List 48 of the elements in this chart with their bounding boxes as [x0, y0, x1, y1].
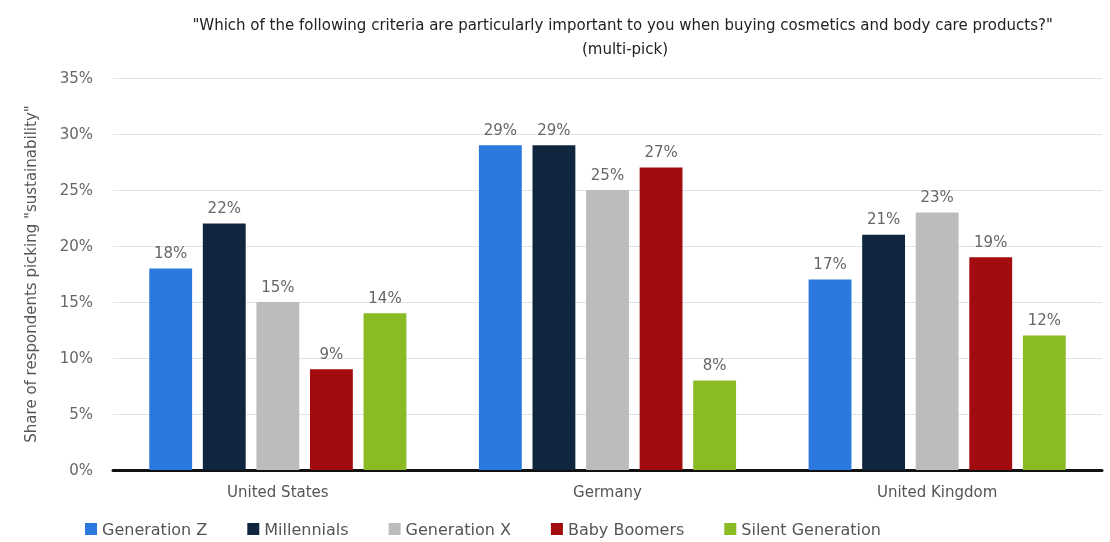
data-label: 21%: [866, 210, 901, 229]
data-label: 18%: [154, 243, 188, 262]
y-tick-label: 25%: [59, 181, 93, 199]
y-tick-label: 20%: [59, 237, 93, 255]
data-label: 12%: [1027, 311, 1061, 330]
legend-label: Millennials: [264, 519, 349, 539]
y-tick-label: 15%: [59, 293, 93, 311]
legend-label: Generation X: [405, 519, 511, 539]
legend-label: Baby Boomers: [567, 519, 685, 539]
y-tick-label: 0%: [69, 461, 93, 479]
bar: [969, 257, 1013, 470]
bar: [808, 279, 852, 470]
y-axis-title: Share of respondents picking "sustainability": [21, 105, 40, 443]
bar: [532, 145, 576, 470]
legend-label: Generation Z: [102, 519, 208, 539]
y-tick-label: 5%: [69, 405, 93, 423]
bar: [309, 369, 353, 470]
y-tick-label: 10%: [59, 349, 93, 367]
bar: [915, 212, 959, 470]
bar: [586, 190, 629, 470]
x-tick-label: United Kingdom: [876, 482, 998, 501]
data-label: 27%: [644, 143, 678, 162]
data-label: 8%: [702, 355, 727, 374]
data-label: 17%: [813, 255, 847, 274]
data-label: 22%: [207, 199, 241, 218]
bar: [693, 380, 737, 470]
y-tick-label: 35%: [59, 69, 93, 87]
bar: [363, 313, 407, 470]
y-tick-label: 30%: [59, 125, 93, 143]
data-label: 23%: [920, 187, 954, 206]
chart-title: "Which of the following criteria are particularly important to you when buying cosmetics and body care products?" (multi-pick): [192, 16, 1058, 58]
data-label: 19%: [974, 232, 1008, 251]
legend-label: Silent Generation: [741, 519, 881, 539]
bar: [478, 145, 522, 470]
bar: [149, 268, 193, 470]
data-label: 29%: [537, 120, 571, 139]
bar: [202, 223, 246, 470]
data-label: 14%: [368, 288, 402, 307]
bar: [639, 167, 683, 470]
bar: [862, 234, 906, 470]
data-label: 29%: [483, 120, 518, 139]
data-label: 9%: [319, 344, 344, 363]
x-tick-label: United States: [227, 482, 329, 501]
data-label: 15%: [261, 277, 295, 296]
x-tick-label: Germany: [573, 482, 643, 501]
data-label: 25%: [590, 165, 625, 184]
bar: [1022, 335, 1066, 470]
bar: [256, 302, 300, 470]
